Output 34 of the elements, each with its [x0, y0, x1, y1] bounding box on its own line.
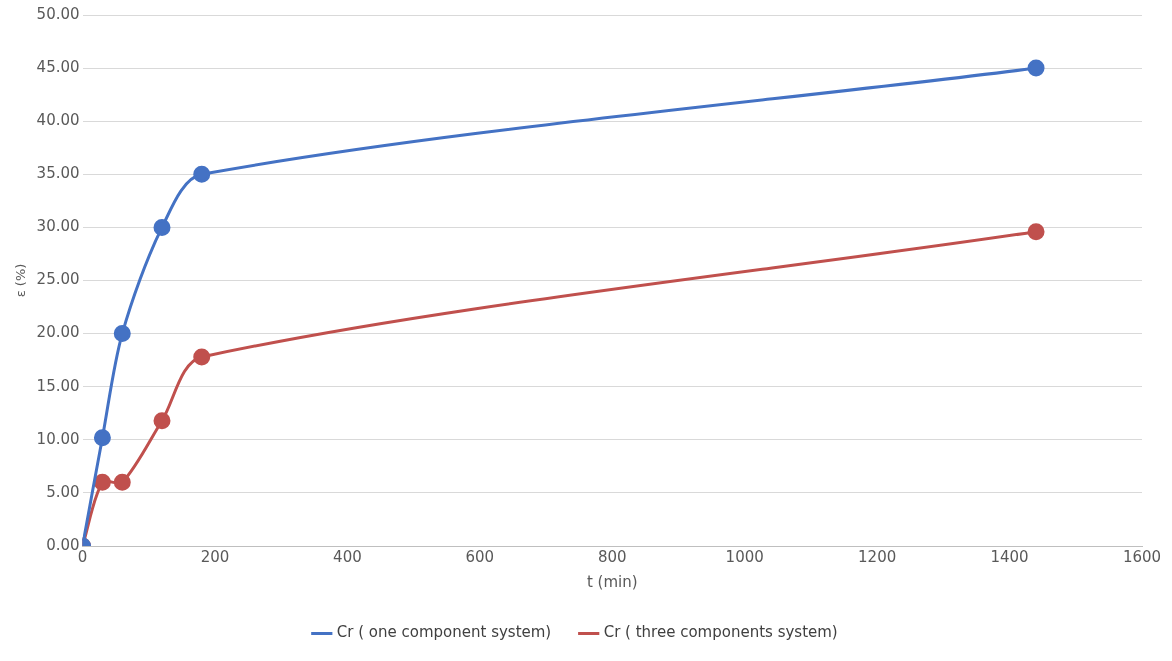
- y-tick-label: 20.00: [36, 323, 80, 342]
- x-axis-title: t (min): [586, 572, 638, 591]
- point: [193, 165, 211, 183]
- legend-label: Cr ( one component system): [336, 623, 552, 642]
- y-tick-label: 35.00: [36, 164, 80, 183]
- y-tick-label: 25.00: [36, 270, 80, 289]
- y-tick-label: 10.00: [36, 429, 80, 448]
- point: [1027, 223, 1045, 241]
- point: [113, 473, 131, 491]
- x-tick-label: 1600: [1122, 547, 1162, 566]
- point: [113, 325, 131, 343]
- y-tick-label: 45.00: [36, 57, 80, 76]
- y-tick-label: 30.00: [36, 217, 80, 236]
- point: [1027, 59, 1045, 77]
- x-tick-label: 1400: [990, 547, 1029, 566]
- x-tick-label: 1000: [725, 547, 764, 566]
- y-tick-label: 5.00: [46, 482, 80, 501]
- y-tick-label: 50.00: [36, 4, 80, 23]
- x-tick-label: 200: [200, 547, 230, 566]
- point: [93, 473, 111, 491]
- y-tick-label: 40.00: [36, 111, 80, 130]
- point: [193, 348, 211, 366]
- x-tick-label: 600: [465, 547, 495, 566]
- point: [153, 218, 171, 236]
- legend-label: Cr ( three components system): [603, 623, 838, 642]
- x-tick-label: 800: [597, 547, 627, 566]
- point: [153, 412, 171, 430]
- y-axis-title: ε (%): [13, 263, 29, 298]
- x-tick-label: 0: [77, 547, 88, 566]
- x-tick-label: 400: [333, 547, 362, 566]
- y-tick-label: 0.00: [46, 535, 80, 554]
- x-tick-label: 1200: [858, 547, 897, 566]
- point: [93, 429, 111, 447]
- y-tick-label: 15.00: [36, 376, 80, 395]
